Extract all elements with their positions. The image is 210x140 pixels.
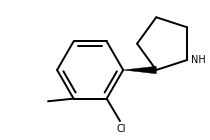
Text: NH: NH [191, 55, 206, 65]
Text: Cl: Cl [116, 124, 126, 134]
Polygon shape [123, 66, 156, 74]
